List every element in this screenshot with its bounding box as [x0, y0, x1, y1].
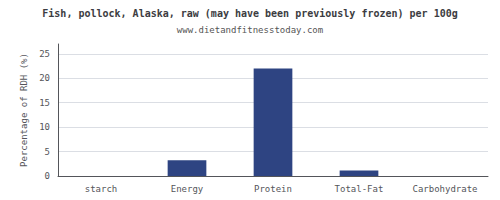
svg-text:20: 20 — [39, 73, 50, 83]
svg-text:Energy: Energy — [171, 184, 204, 194]
svg-text:15: 15 — [39, 98, 50, 108]
svg-text:5: 5 — [45, 147, 50, 157]
svg-text:Fish, pollock, Alaska, raw (ma: Fish, pollock, Alaska, raw (may have bee… — [42, 8, 457, 19]
svg-text:25: 25 — [39, 49, 50, 59]
svg-text:Total-Fat: Total-Fat — [335, 184, 384, 194]
svg-text:10: 10 — [39, 122, 50, 132]
svg-text:Carbohydrate: Carbohydrate — [412, 184, 477, 194]
svg-text:0: 0 — [45, 171, 50, 181]
svg-text:Percentage of RDH (%): Percentage of RDH (%) — [19, 53, 29, 167]
svg-text:www.dietandfitnesstoday.com: www.dietandfitnesstoday.com — [177, 25, 323, 35]
svg-text:Protein: Protein — [254, 184, 292, 194]
svg-text:starch: starch — [85, 184, 118, 194]
